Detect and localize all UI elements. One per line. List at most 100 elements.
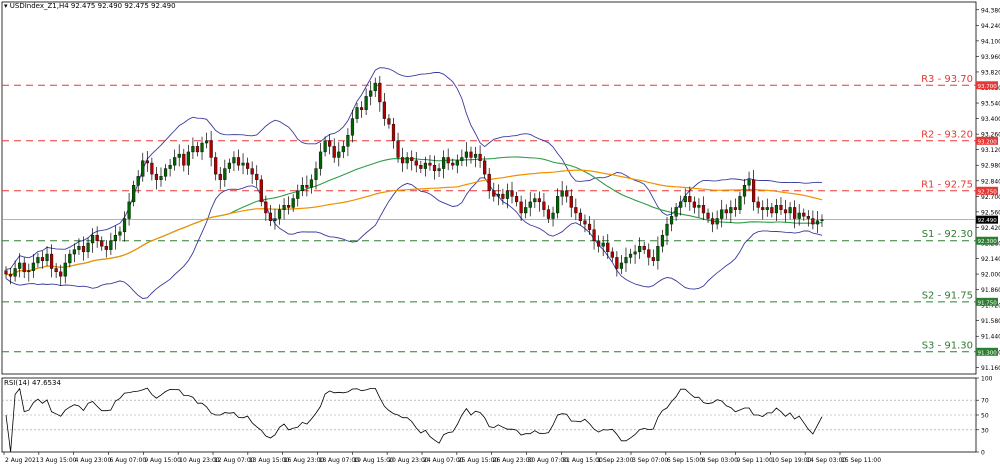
y-tick-label: 92.560 xyxy=(981,209,1000,216)
level-label: R2 - 93.20 xyxy=(921,129,973,140)
candle xyxy=(127,192,131,226)
candle xyxy=(100,236,104,251)
y-tick-label: 91.160 xyxy=(981,365,1000,372)
candle xyxy=(660,229,665,253)
candle xyxy=(382,93,386,126)
candle xyxy=(820,214,824,227)
y-tick-label: 92.840 xyxy=(981,178,1000,185)
candle xyxy=(647,243,651,266)
candle xyxy=(592,219,596,250)
candle xyxy=(446,148,450,171)
x-tick-label: 30 Aug 07:00 xyxy=(528,457,569,464)
candle xyxy=(373,77,377,98)
candle xyxy=(492,182,496,202)
candle xyxy=(642,241,646,255)
candle xyxy=(597,235,601,253)
x-tick-label: 26 Aug 23:00 xyxy=(493,457,534,464)
candle xyxy=(628,248,633,264)
candle xyxy=(651,249,655,267)
y-tick-label: 92.140 xyxy=(981,256,1000,263)
candle xyxy=(300,177,304,197)
candle xyxy=(469,146,473,164)
candle xyxy=(86,237,90,259)
candle xyxy=(59,264,63,287)
candle xyxy=(501,188,505,205)
candle xyxy=(464,142,469,167)
candle xyxy=(679,195,683,216)
candle xyxy=(287,196,291,215)
candle xyxy=(752,169,756,211)
candle xyxy=(259,175,263,207)
candle xyxy=(583,214,587,233)
candle xyxy=(68,249,72,268)
candle xyxy=(168,159,172,177)
candle xyxy=(615,251,619,277)
rsi-tick-label: 30 xyxy=(981,427,989,434)
candle xyxy=(505,183,510,209)
candle xyxy=(669,207,674,232)
y-tick-label: 93.260 xyxy=(981,132,1000,139)
candle xyxy=(533,193,537,209)
candle xyxy=(542,192,546,217)
candle xyxy=(519,195,523,221)
svg-text:92.490: 92.490 xyxy=(978,218,998,224)
candle xyxy=(177,144,181,167)
candle xyxy=(701,196,706,221)
x-tick-label: 9 Aug 15:00 xyxy=(144,457,181,464)
candle xyxy=(742,179,747,205)
svg-text:92.750: 92.750 xyxy=(978,189,998,195)
bollinger-lower xyxy=(5,177,823,299)
candle xyxy=(346,128,350,157)
candle xyxy=(191,137,195,160)
candle xyxy=(227,158,231,174)
candle xyxy=(154,167,159,190)
chevron-down-icon[interactable]: ▾ xyxy=(4,2,10,10)
candle xyxy=(77,238,81,255)
candle xyxy=(683,188,687,208)
candle xyxy=(688,186,692,211)
candle xyxy=(710,212,715,233)
candle xyxy=(783,199,788,222)
candle xyxy=(697,198,701,218)
y-tick-label: 91.580 xyxy=(981,318,1000,325)
candle xyxy=(122,211,127,242)
candle xyxy=(487,167,491,199)
candle xyxy=(109,232,113,255)
candle xyxy=(496,184,500,206)
candle xyxy=(13,260,17,282)
x-tick-label: 3 Sep 07:00 xyxy=(632,457,668,464)
candle xyxy=(22,257,26,279)
candle xyxy=(724,204,728,220)
candle xyxy=(455,154,459,174)
candle xyxy=(428,155,432,171)
candle xyxy=(405,152,409,170)
candle xyxy=(587,216,592,235)
symbol-info: ▾ USDIndex_Z1,H4 92.475 92.490 92.475 92… xyxy=(4,2,176,10)
x-tick-label: 10 Sep 19:00 xyxy=(771,457,811,464)
candle xyxy=(619,254,624,274)
x-tick-label: 6 Sep 15:00 xyxy=(667,457,703,464)
candle xyxy=(200,136,204,160)
y-tick-label: 91.440 xyxy=(981,334,1000,341)
x-tick-label: 14 Sep 03:00 xyxy=(806,457,846,464)
candle xyxy=(815,210,820,233)
y-tick-label: 92.420 xyxy=(981,225,1000,232)
candle xyxy=(560,181,564,206)
candle xyxy=(223,159,227,187)
x-tick-label: 6 Aug 07:00 xyxy=(110,457,147,464)
candle xyxy=(118,226,122,242)
level-tag: 91.750 xyxy=(976,297,998,306)
candle xyxy=(770,202,774,218)
candle xyxy=(214,152,218,181)
candle xyxy=(163,164,168,181)
candle xyxy=(793,200,797,229)
rsi-tick-label: 0 xyxy=(981,450,985,457)
candle xyxy=(31,254,35,278)
x-tick-label: 18 Aug 07:00 xyxy=(319,457,360,464)
current-price-tag: 92.490 xyxy=(976,215,998,224)
candle xyxy=(410,150,414,171)
y-tick-label: 93.400 xyxy=(981,116,1000,123)
x-tick-label: 13 Aug 15:00 xyxy=(249,457,290,464)
candle xyxy=(341,141,345,159)
